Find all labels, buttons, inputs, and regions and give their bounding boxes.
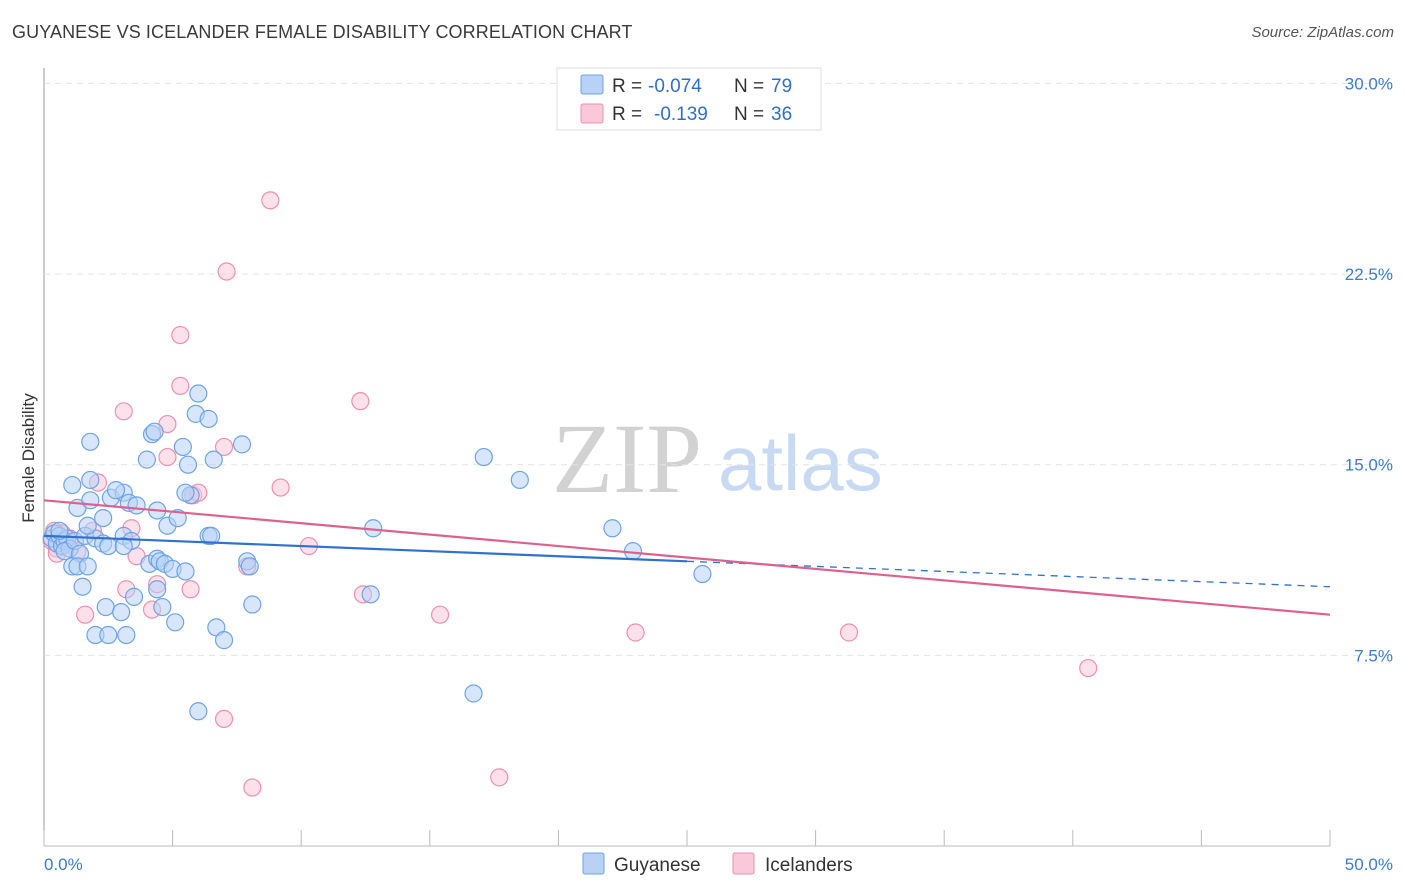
- guyanese-point: [112, 603, 131, 622]
- y-tick-label: 30.0%: [1345, 74, 1393, 93]
- y-tick-label: 15.0%: [1345, 456, 1393, 475]
- legend-guyanese-label: Guyanese: [614, 855, 701, 876]
- icelanders-point: [490, 768, 509, 787]
- icelanders-n-label: N =: [734, 104, 764, 125]
- guyanese-point: [99, 625, 118, 645]
- icelanders-n-value: 36: [771, 104, 792, 125]
- guyanese-point: [73, 577, 92, 596]
- icelanders-point: [626, 623, 645, 642]
- legend-guyanese-swatch: [582, 852, 605, 875]
- watermark-zip: ZIP: [552, 403, 702, 514]
- guyanese-point: [240, 557, 259, 576]
- chart-title: GUYANESE VS ICELANDER FEMALE DISABILITY …: [12, 22, 633, 42]
- guyanese-point: [510, 470, 529, 490]
- icelanders-point: [351, 392, 370, 411]
- icelanders-swatch: [580, 103, 604, 124]
- icelanders-point: [181, 580, 200, 599]
- guyanese-r-value: -0.074: [648, 76, 702, 97]
- guyanese-point: [81, 432, 100, 451]
- icelanders-point: [217, 262, 236, 281]
- guyanese-trend-extension: [686, 560, 1331, 588]
- y-axis-label: Female Disability: [19, 393, 38, 523]
- guyanese-point: [232, 435, 252, 454]
- guyanese-point: [176, 562, 195, 581]
- guyanese-point: [78, 557, 97, 576]
- series-legend: Guyanese Icelanders: [582, 852, 853, 876]
- guyanese-r-label: R =: [612, 76, 642, 97]
- guyanese-point: [603, 519, 622, 538]
- guyanese-point: [145, 422, 164, 441]
- guyanese-point: [153, 597, 172, 617]
- guyanese-point: [474, 447, 493, 467]
- guyanese-point: [178, 455, 198, 474]
- icelanders-point: [76, 605, 95, 624]
- legend-icelanders-swatch: [732, 852, 755, 875]
- guyanese-point: [189, 702, 208, 721]
- guyanese-point: [176, 483, 195, 502]
- icelanders-point: [158, 447, 177, 467]
- guyanese-point: [99, 536, 118, 556]
- icelanders-r-value: -0.139: [654, 104, 708, 125]
- icelanders-point: [430, 605, 450, 624]
- y-axis-tick-labels: 7.5% 15.0% 22.5% 30.0%: [1345, 74, 1393, 665]
- icelanders-point: [261, 191, 280, 210]
- guyanese-point: [166, 613, 185, 632]
- guyanese-trend-line: [43, 534, 688, 563]
- guyanese-point: [63, 475, 82, 495]
- source-credit: Source: ZipAtlas.com: [1251, 24, 1394, 41]
- icelanders-point: [171, 325, 190, 345]
- guyanese-point: [81, 470, 100, 490]
- guyanese-point: [124, 587, 144, 606]
- icelanders-point: [214, 437, 234, 457]
- icelanders-trend-line: [43, 499, 1331, 616]
- guyanese-point: [243, 595, 262, 614]
- guyanese-point: [168, 508, 187, 528]
- guyanese-point: [148, 580, 167, 599]
- guyanese-point: [117, 625, 136, 645]
- legend-icelanders-label: Icelanders: [765, 855, 853, 876]
- icelanders-point: [114, 402, 133, 421]
- guyanese-point: [96, 597, 115, 617]
- guyanese-point: [114, 536, 133, 556]
- trend-lines: [43, 499, 1331, 616]
- guyanese-point: [202, 526, 221, 545]
- guyanese-swatch: [580, 74, 604, 95]
- guyanese-point: [106, 481, 126, 500]
- guyanese-point: [361, 585, 380, 604]
- y-tick-label: 7.5%: [1354, 646, 1393, 665]
- guyanese-point: [94, 508, 113, 528]
- watermark-atlas: atlas: [718, 419, 883, 507]
- guyanese-point: [464, 684, 483, 703]
- guyanese-n-label: N =: [734, 76, 764, 97]
- icelanders-point: [1079, 658, 1098, 678]
- guyanese-point: [204, 450, 223, 469]
- guyanese-point: [199, 409, 218, 429]
- guyanese-point: [189, 384, 208, 403]
- x-tick-label-max: 50.0%: [1345, 855, 1393, 874]
- guyanese-point: [81, 491, 100, 510]
- x-tick-label-min: 0.0%: [44, 855, 83, 874]
- guyanese-point: [214, 631, 234, 650]
- guyanese-point: [137, 450, 156, 469]
- icelanders-point: [271, 478, 290, 497]
- guyanese-point: [50, 521, 69, 540]
- guyanese-n-value: 79: [771, 76, 792, 97]
- icelanders-point: [171, 376, 190, 396]
- guyanese-point: [127, 496, 146, 515]
- x-axis-ticks: [43, 830, 1331, 846]
- guyanese-point: [173, 437, 192, 457]
- icelanders-point: [839, 623, 859, 642]
- icelanders-point: [243, 778, 262, 797]
- icelanders-point: [214, 709, 234, 729]
- guyanese-points: [42, 384, 712, 721]
- guyanese-point: [78, 516, 97, 535]
- stats-legend: R = -0.074 N = 79 R = -0.139 N = 36: [556, 67, 822, 131]
- y-tick-label: 22.5%: [1345, 265, 1393, 284]
- guyanese-point: [693, 564, 712, 584]
- icelanders-r-label: R =: [612, 104, 642, 125]
